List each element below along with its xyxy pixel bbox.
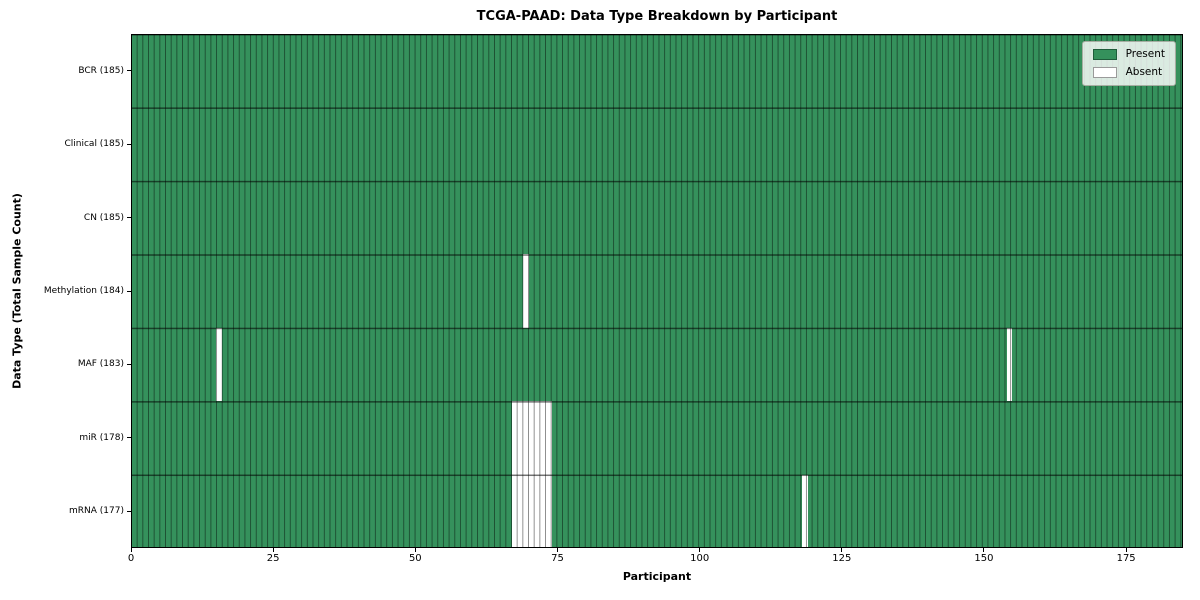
legend: Present Absent bbox=[1081, 41, 1176, 86]
x-tick-label-50: 50 bbox=[408, 553, 422, 564]
absent-cell-miR-73 bbox=[546, 401, 552, 475]
plot-frame bbox=[131, 34, 1183, 548]
chart-title: TCGA-PAAD: Data Type Breakdown by Partic… bbox=[476, 9, 838, 24]
y-tick-mark-BCR bbox=[127, 70, 131, 72]
y-tick-label-CN: CN (185) bbox=[83, 212, 124, 223]
x-tick-mark-75 bbox=[556, 548, 558, 552]
y-tick-label-Methylation: Methylation (184) bbox=[43, 286, 124, 296]
y-tick-mark-mRNA bbox=[127, 510, 131, 512]
legend-swatch-absent bbox=[1092, 67, 1117, 78]
legend-label-absent: Absent bbox=[1125, 66, 1163, 78]
absent-cell-mRNA-118 bbox=[802, 474, 808, 548]
x-tick-label-100: 100 bbox=[690, 553, 710, 564]
y-tick-label-MAF: MAF (183) bbox=[77, 359, 124, 370]
y-tick-label-Clinical: Clinical (185) bbox=[64, 139, 124, 150]
x-tick-mark-50 bbox=[414, 548, 416, 552]
legend-swatch-present bbox=[1092, 49, 1117, 60]
x-tick-label-25: 25 bbox=[266, 553, 280, 564]
absent-cell-mRNA-73 bbox=[546, 474, 552, 548]
x-tick-mark-150 bbox=[983, 548, 985, 552]
y-tick-label-BCR: BCR (185) bbox=[78, 65, 124, 76]
y-tick-mark-MAF bbox=[127, 363, 131, 365]
plot-area: Present Absent bbox=[131, 34, 1183, 548]
x-tick-mark-100 bbox=[699, 548, 701, 552]
absent-cell-MAF-154 bbox=[1006, 327, 1013, 402]
absent-cell-Methylation-69 bbox=[523, 254, 530, 328]
legend-entry-present: Present bbox=[1092, 48, 1165, 60]
y-tick-mark-Clinical bbox=[127, 143, 131, 145]
x-axis-label: Participant bbox=[622, 570, 692, 583]
legend-label-present: Present bbox=[1125, 48, 1165, 60]
y-tick-mark-miR bbox=[127, 437, 131, 439]
x-tick-mark-175 bbox=[1125, 548, 1127, 552]
x-tick-mark-0 bbox=[130, 548, 132, 552]
x-tick-label-175: 175 bbox=[1116, 553, 1136, 564]
legend-entry-absent: Absent bbox=[1092, 66, 1165, 78]
x-tick-label-125: 125 bbox=[832, 553, 852, 564]
absent-cell-MAF-15 bbox=[216, 327, 222, 402]
y-tick-label-miR: miR (178) bbox=[79, 432, 124, 443]
y-tick-label-mRNA: mRNA (177) bbox=[69, 506, 124, 517]
y-axis-label: Data Type (Total Sample Count) bbox=[10, 193, 24, 389]
x-tick-label-150: 150 bbox=[974, 553, 994, 564]
y-tick-mark-CN bbox=[127, 217, 131, 219]
x-tick-label-75: 75 bbox=[551, 553, 564, 564]
y-tick-mark-Methylation bbox=[127, 290, 131, 292]
x-tick-mark-25 bbox=[272, 548, 274, 552]
x-tick-mark-125 bbox=[841, 548, 843, 552]
grid-overlay bbox=[131, 34, 1183, 548]
x-tick-label-0: 0 bbox=[127, 553, 135, 564]
